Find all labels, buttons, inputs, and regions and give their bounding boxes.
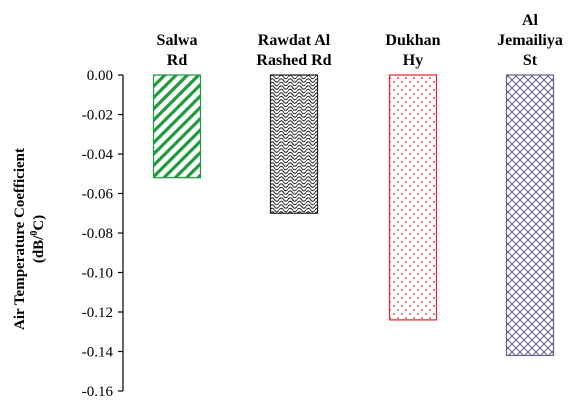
y-tick-label: -0.02 <box>82 108 113 124</box>
bar-3 <box>388 74 438 321</box>
y-axis-title-line1: Air Temperature Coefficient <box>12 148 28 330</box>
y-tick-label: -0.10 <box>82 266 113 282</box>
y-tick-label: -0.04 <box>82 147 114 163</box>
y-tick-label: -0.16 <box>82 384 114 400</box>
category-labels: Salwa Rd Rawdat Al Rashed Rd Dukhan Hy Al Jemai… <box>157 12 563 69</box>
bar-4 <box>505 74 555 357</box>
y-axis-unit-superscript: 0 <box>29 231 40 236</box>
y-tick-label: -0.08 <box>82 226 113 242</box>
y-axis-title-line2: (dB/0C) <box>29 215 47 263</box>
bar-1 <box>152 74 202 179</box>
bars <box>152 74 555 357</box>
y-tick-label: 0.00 <box>87 68 113 84</box>
y-axis-unit-suffix: C) <box>31 215 47 231</box>
category-label-3: Dukhan <box>385 32 440 49</box>
y-tick-label: -0.14 <box>82 345 114 361</box>
category-label-1: Rd <box>167 52 188 69</box>
category-label-3: Hy <box>403 52 423 69</box>
y-tick-label: -0.12 <box>82 305 113 321</box>
category-label-4: St <box>523 52 538 69</box>
category-label-1: Salwa <box>157 32 198 49</box>
bar-2 <box>269 74 319 214</box>
category-label-4: Al <box>522 12 539 29</box>
category-label-4: Jemailiya <box>497 32 563 49</box>
category-label-2: Rawdat Al <box>258 32 331 49</box>
category-label-2: Rashed Rd <box>256 52 331 69</box>
y-axis: 0.00 -0.02 -0.04 -0.06 -0.08 -0.10 -0.12 -0.14 -… <box>82 68 124 400</box>
y-axis-unit-prefix: (dB/ <box>31 235 47 263</box>
y-axis-title: Air Temperature Coefficient (dB/0C) <box>12 148 47 330</box>
y-tick-label: -0.06 <box>82 187 114 203</box>
